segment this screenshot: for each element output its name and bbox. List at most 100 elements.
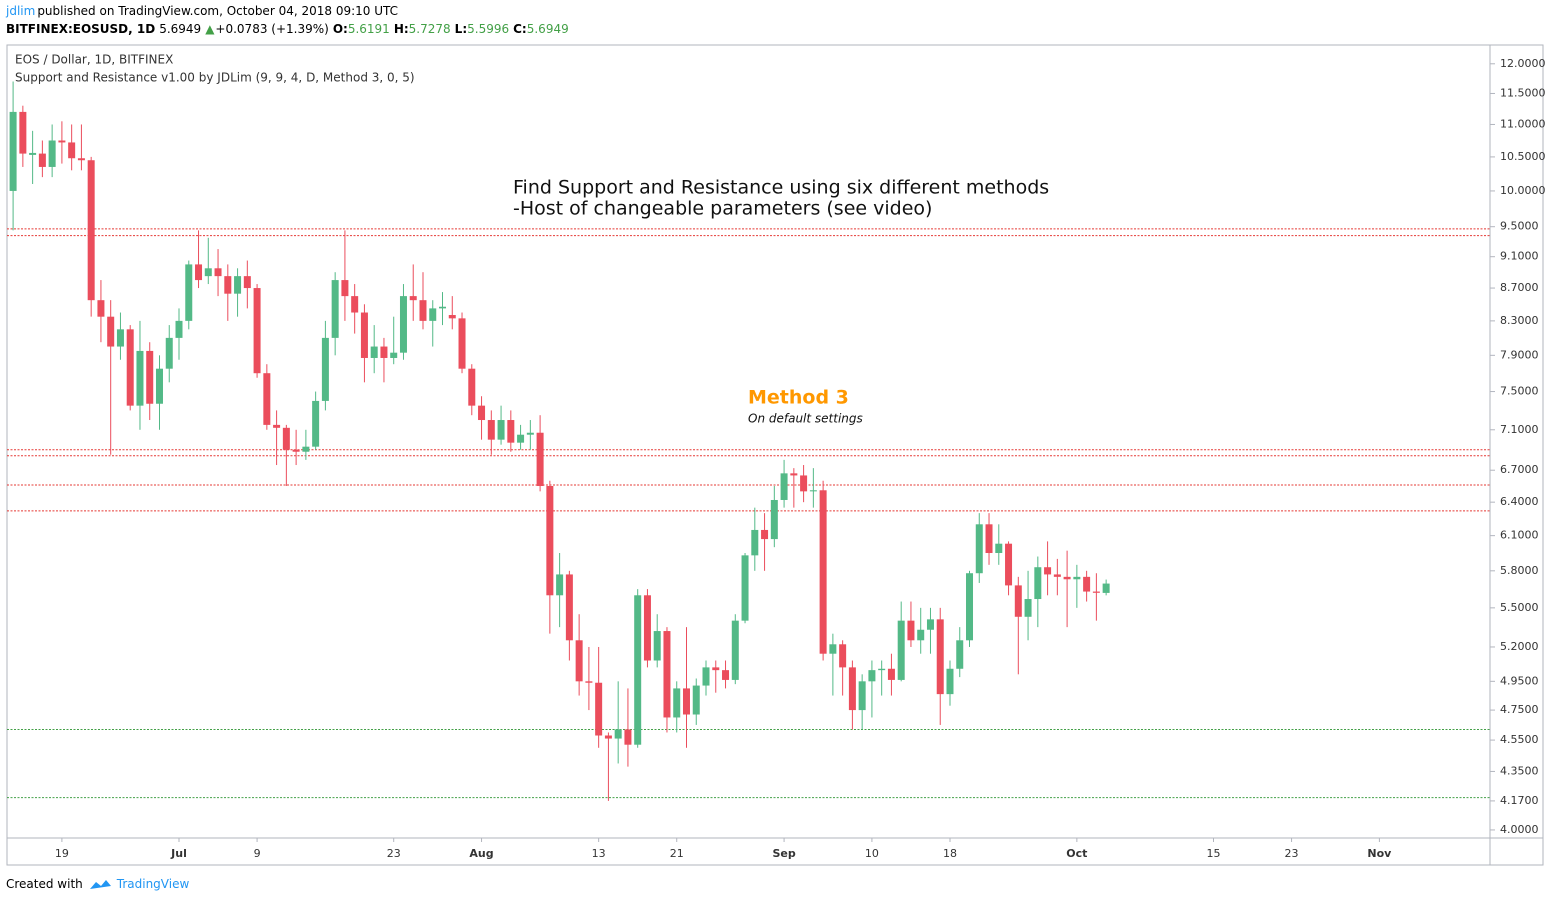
candle-body	[1073, 576, 1081, 580]
candle-body	[48, 140, 56, 167]
x-tick-label: 23	[387, 847, 401, 860]
candle-body	[1005, 543, 1013, 586]
candle-body	[926, 619, 934, 630]
candle-body	[604, 735, 612, 739]
created-with: Created with	[6, 877, 83, 891]
candle-body	[1063, 576, 1071, 580]
x-tick-label: Aug	[469, 847, 493, 860]
candle-body	[800, 475, 808, 492]
legend-title: EOS / Dollar, 1D, BITFINEX	[15, 53, 173, 67]
candle-body	[624, 729, 632, 745]
candle-body	[9, 111, 17, 191]
candle-body	[155, 368, 163, 404]
x-tick-label: 13	[592, 847, 606, 860]
annotation: On default settings	[748, 412, 863, 426]
candle-body	[829, 644, 837, 654]
candle-body	[68, 142, 76, 159]
candle-body	[165, 337, 173, 369]
candle-body	[595, 682, 603, 736]
candle-body	[380, 346, 388, 358]
candle-body	[565, 574, 573, 641]
candle-body	[468, 368, 476, 406]
footer: Created with TradingView	[6, 877, 193, 891]
candle-body	[858, 681, 866, 711]
brand-logo	[90, 880, 111, 889]
candle-body	[936, 619, 944, 695]
candle-body	[478, 405, 486, 421]
candle-body	[399, 296, 407, 353]
y-tick-label: 9.1000	[1500, 250, 1539, 263]
candle-body	[341, 280, 349, 297]
last-price: 5.6949	[159, 22, 202, 36]
y-tick-label: 5.2000	[1500, 640, 1539, 653]
candle-body	[38, 153, 46, 167]
candle-body	[887, 668, 895, 680]
label: O:	[332, 22, 348, 36]
y-tick-label: 6.7000	[1500, 463, 1539, 476]
value: 5.6949	[526, 22, 569, 36]
candle-body	[292, 449, 300, 452]
candle-body	[653, 631, 661, 661]
candle-body	[302, 446, 310, 452]
candle-body	[809, 490, 817, 492]
candle-body	[1083, 576, 1091, 592]
candle-body	[634, 595, 642, 745]
x-tick-label: 9	[254, 847, 261, 860]
candle-body	[58, 140, 66, 143]
y-tick-label: 8.3000	[1500, 314, 1539, 327]
candle-body	[536, 432, 544, 487]
candle-body	[526, 432, 534, 435]
candle-body	[946, 668, 954, 695]
value: 5.6191	[347, 22, 390, 36]
candle-body	[312, 400, 320, 447]
x-tick-label: 23	[1285, 847, 1299, 860]
value: 5.7278	[408, 22, 451, 36]
label: H:	[393, 22, 409, 36]
symbol-line: BITFINEX:EOSUSD, 1D 5.6949 ▲+0.0783 (+1.39…	[6, 22, 573, 36]
candle-body	[751, 529, 759, 556]
candle-body	[204, 268, 212, 277]
candle-body	[770, 499, 778, 540]
y-tick-label: 11.0000	[1500, 117, 1546, 130]
candle-body	[780, 473, 788, 500]
candle-body	[907, 620, 915, 641]
candle-body	[126, 329, 134, 406]
x-tick-label: 19	[55, 847, 69, 860]
candle-body	[282, 427, 290, 450]
candle-body	[263, 373, 271, 425]
candle-body	[790, 473, 798, 476]
candle-body	[185, 264, 193, 321]
candle-body	[146, 350, 154, 404]
candle-body	[409, 296, 417, 301]
candle-body	[1092, 591, 1100, 593]
candle-body	[614, 729, 622, 739]
candle-body	[556, 574, 564, 596]
y-tick-label: 9.5000	[1500, 220, 1539, 233]
x-tick-label: 21	[670, 847, 684, 860]
author[interactable]: jdlim	[6, 4, 36, 18]
candle-body	[663, 631, 671, 718]
candle-body	[712, 667, 720, 671]
x-tick-label: Oct	[1066, 847, 1087, 860]
annotation: -Host of changeable parameters (see vide…	[513, 198, 932, 220]
candle-body	[507, 420, 515, 443]
candle-body	[331, 280, 339, 338]
y-tick-label: 4.3500	[1500, 764, 1539, 777]
y-tick-label: 10.5000	[1500, 150, 1546, 163]
candle-body	[195, 264, 203, 281]
candle-body	[448, 315, 456, 319]
candle-body	[497, 420, 505, 440]
y-tick-label: 4.1700	[1500, 794, 1539, 807]
candle-body	[360, 312, 368, 358]
published: published on TradingView.com, October 04…	[37, 4, 399, 18]
candle-body	[136, 350, 144, 406]
candle-body	[97, 300, 105, 317]
candle-body	[897, 620, 905, 680]
candle-body	[351, 296, 359, 313]
symbol: BITFINEX:EOSUSD, 1D	[6, 22, 156, 36]
candle-body	[87, 160, 95, 301]
brand[interactable]: TradingView	[116, 877, 190, 891]
annotation: Method 3	[748, 387, 849, 409]
